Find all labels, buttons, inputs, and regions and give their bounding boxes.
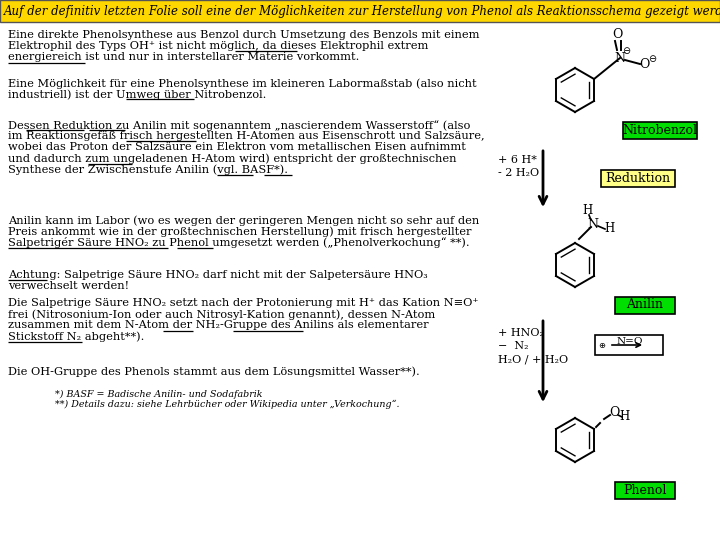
Text: Synthese der Zwischenstufe Anilin (vgl. BASF*).: Synthese der Zwischenstufe Anilin (vgl. … bbox=[8, 165, 288, 176]
Text: Reduktion: Reduktion bbox=[606, 172, 670, 185]
Text: N: N bbox=[614, 51, 626, 64]
FancyBboxPatch shape bbox=[601, 170, 675, 186]
FancyBboxPatch shape bbox=[595, 335, 663, 355]
Text: frei (Nitrosonium-Ion oder auch Nitrosyl-Kation genannt), dessen N-Atom: frei (Nitrosonium-Ion oder auch Nitrosyl… bbox=[8, 309, 436, 320]
Text: Anilin: Anilin bbox=[626, 299, 664, 312]
Text: H: H bbox=[619, 410, 629, 423]
Text: wobei das Proton der Salzsäure ein Elektron vom metallischen Eisen aufnimmt: wobei das Proton der Salzsäure ein Elekt… bbox=[8, 143, 466, 152]
Text: Eine direkte Phenolsynthese aus Benzol durch Umsetzung des Benzols mit einem: Eine direkte Phenolsynthese aus Benzol d… bbox=[8, 30, 480, 40]
FancyBboxPatch shape bbox=[623, 122, 697, 138]
Text: O: O bbox=[609, 407, 619, 420]
Text: Dessen Reduktion zu Anilin mit sogenanntem „nascierendem Wasserstoff“ (also: Dessen Reduktion zu Anilin mit sogenannt… bbox=[8, 120, 470, 131]
Text: Achtung: Salpetrige Säure HNO₂ darf nicht mit der Salpetersäure HNO₃: Achtung: Salpetrige Säure HNO₂ darf nich… bbox=[8, 270, 428, 280]
Text: **) Details dazu: siehe Lehrbücher oder Wikipedia unter „Verkochung“.: **) Details dazu: siehe Lehrbücher oder … bbox=[55, 400, 400, 409]
Text: −  N₂: − N₂ bbox=[498, 341, 528, 351]
Text: ⊖: ⊖ bbox=[622, 46, 630, 56]
FancyBboxPatch shape bbox=[615, 296, 675, 314]
Text: O: O bbox=[639, 57, 649, 71]
Text: Eine Möglichkeit für eine Phenolsynthese im kleineren Labormaßstab (also nicht: Eine Möglichkeit für eine Phenolsynthese… bbox=[8, 78, 477, 89]
Text: Stickstoff N₂ abgeht**).: Stickstoff N₂ abgeht**). bbox=[8, 332, 145, 342]
Text: H: H bbox=[582, 205, 592, 218]
Text: industriell) ist der Umweg über Nitrobenzol.: industriell) ist der Umweg über Nitroben… bbox=[8, 89, 266, 100]
Text: O: O bbox=[612, 29, 622, 42]
Text: zusammen mit dem N-Atom der NH₂-Gruppe des Anilins als elementarer: zusammen mit dem N-Atom der NH₂-Gruppe d… bbox=[8, 320, 428, 330]
Text: H₂O / + H₂O: H₂O / + H₂O bbox=[498, 354, 568, 364]
Text: im Reaktionsgefäß frisch hergestellten H-Atomen aus Eisenschrott und Salzsäure,: im Reaktionsgefäß frisch hergestellten H… bbox=[8, 131, 485, 141]
Text: Salpetrigér Säure HNO₂ zu Phenol umgesetzt werden („Phenolverkochung“ **).: Salpetrigér Säure HNO₂ zu Phenol umgese… bbox=[8, 238, 469, 248]
Text: - 2 H₂O: - 2 H₂O bbox=[498, 168, 539, 178]
Text: + 6 H*: + 6 H* bbox=[498, 155, 537, 165]
Text: Anilin kann im Labor (wo es wegen der geringeren Mengen nicht so sehr auf den: Anilin kann im Labor (wo es wegen der ge… bbox=[8, 215, 480, 226]
Text: Nitrobenzol: Nitrobenzol bbox=[623, 124, 698, 137]
Text: Elektrophil des Typs OH⁺ ist nicht möglich, da dieses Elektrophil extrem: Elektrophil des Typs OH⁺ ist nicht mögli… bbox=[8, 41, 428, 51]
Text: Die Salpetrige Säure HNO₂ setzt nach der Protonierung mit H⁺ das Kation N≡O⁺: Die Salpetrige Säure HNO₂ setzt nach der… bbox=[8, 298, 479, 308]
FancyBboxPatch shape bbox=[615, 482, 675, 498]
Text: *) BASF = Badische Anilin- und Sodafabrik: *) BASF = Badische Anilin- und Sodafabri… bbox=[55, 390, 263, 399]
Text: verwechselt werden!: verwechselt werden! bbox=[8, 281, 129, 291]
Text: Auf der definitiv letzten Folie soll eine der Möglichkeiten zur Herstellung von : Auf der definitiv letzten Folie soll ein… bbox=[4, 4, 720, 17]
Text: N=O: N=O bbox=[617, 338, 643, 347]
Text: H: H bbox=[604, 222, 614, 235]
Text: + HNO₂: + HNO₂ bbox=[498, 328, 544, 338]
Text: Die OH-Gruppe des Phenols stammt aus dem Lösungsmittel Wasser**).: Die OH-Gruppe des Phenols stammt aus dem… bbox=[8, 366, 420, 376]
Text: ⊖: ⊖ bbox=[648, 54, 656, 64]
Text: ⊕: ⊕ bbox=[598, 341, 606, 349]
Text: und dadurch zum ungeladenen H-Atom wird) entspricht der großtechnischen: und dadurch zum ungeladenen H-Atom wird)… bbox=[8, 153, 456, 164]
Text: Preis ankommt wie in der großtechnischen Herstellung) mit frisch hergestellter: Preis ankommt wie in der großtechnischen… bbox=[8, 226, 472, 237]
Text: Phenol: Phenol bbox=[624, 483, 667, 496]
FancyBboxPatch shape bbox=[0, 0, 720, 22]
Text: energiereich ist und nur in interstellarer Materie vorkommt.: energiereich ist und nur in interstellar… bbox=[8, 52, 359, 63]
Text: N: N bbox=[588, 219, 598, 232]
